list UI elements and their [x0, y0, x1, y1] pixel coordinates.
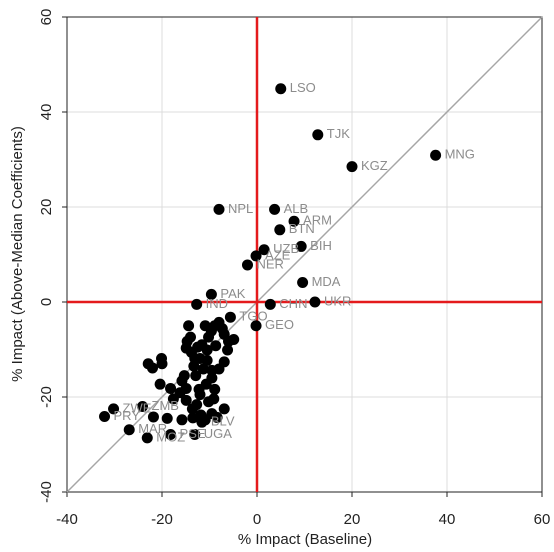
point: [309, 296, 321, 308]
point: [197, 363, 209, 375]
point-label: BLV: [211, 414, 235, 429]
point: [346, 161, 358, 173]
point-label: CHN: [279, 296, 307, 311]
point: [209, 383, 221, 395]
point: [194, 389, 206, 401]
point: [250, 250, 262, 262]
y-tick-label: -40: [38, 481, 55, 503]
point-label: UGA: [204, 426, 233, 441]
point: [108, 403, 120, 415]
point: [99, 410, 111, 422]
point: [201, 354, 213, 366]
point: [141, 432, 153, 444]
point-label: UZB: [273, 241, 299, 256]
point-label: NER: [257, 256, 284, 271]
point-label: NPL: [228, 201, 253, 216]
point: [228, 334, 240, 346]
point-label: IND: [206, 296, 228, 311]
y-axis-title: % Impact (Above-Median Coefficients): [9, 126, 26, 382]
point: [295, 240, 307, 252]
point: [188, 360, 200, 372]
point-label: UKR: [324, 293, 351, 308]
point: [147, 362, 158, 374]
point: [250, 320, 262, 332]
diagonal-line: [66, 16, 543, 493]
point: [213, 203, 225, 215]
point: [180, 394, 192, 406]
point: [206, 372, 218, 384]
point-label: PSE: [180, 426, 206, 441]
point: [205, 288, 217, 300]
point: [161, 412, 173, 424]
point: [211, 411, 223, 423]
point: [156, 358, 168, 370]
point-label: KGZ: [361, 158, 388, 173]
point-label: GEO: [265, 317, 294, 332]
point: [312, 129, 324, 141]
x-tick-label: 0: [253, 511, 261, 528]
x-tick-label: -20: [151, 511, 173, 528]
point: [187, 412, 199, 424]
point: [218, 403, 230, 415]
point: [218, 356, 230, 368]
point: [137, 401, 149, 412]
point-label: ZMB: [152, 398, 179, 413]
point: [297, 277, 309, 289]
point: [208, 393, 220, 405]
point-label: ALB: [284, 201, 309, 216]
x-axis-title: % Impact (Baseline): [238, 531, 372, 548]
point-label: ARM: [303, 213, 332, 228]
point: [123, 424, 135, 436]
point: [264, 298, 276, 310]
point-label: MDA: [312, 274, 341, 289]
point: [186, 403, 198, 415]
point: [165, 429, 177, 441]
point-label: TGO: [239, 309, 267, 324]
point-label: MNG: [445, 147, 475, 162]
point: [210, 340, 222, 352]
point-label: MAR: [138, 421, 167, 436]
point: [191, 298, 203, 310]
point-label: ZWE: [123, 400, 152, 415]
point: [181, 335, 193, 347]
point-label: MOZ: [156, 429, 185, 444]
point: [189, 429, 201, 441]
point-label: TJK: [327, 126, 350, 141]
point: [174, 387, 186, 399]
point: [165, 382, 177, 394]
point: [199, 414, 211, 426]
point: [190, 370, 202, 382]
point: [183, 320, 195, 332]
point-label: LSO: [290, 80, 316, 95]
point: [258, 244, 270, 256]
point: [147, 411, 159, 423]
point: [154, 378, 166, 390]
plot-frame: [66, 16, 543, 493]
point: [224, 311, 236, 323]
point-label: PAK: [220, 286, 245, 301]
point: [176, 414, 188, 426]
x-tick-label: 20: [344, 511, 361, 528]
point-label: BIH: [310, 238, 332, 253]
point-label: BTN: [289, 221, 315, 236]
point: [288, 215, 300, 227]
point: [430, 149, 442, 161]
y-tick-label: 20: [38, 199, 55, 216]
point: [222, 344, 234, 356]
y-tick-label: -20: [38, 386, 55, 408]
x-tick-label: 40: [439, 511, 456, 528]
point: [275, 83, 287, 95]
y-tick-label: 40: [38, 104, 55, 121]
point-label: PRY: [114, 408, 141, 423]
x-tick-label: 60: [534, 511, 551, 528]
point: [269, 203, 281, 215]
y-tick-label: 0: [38, 298, 55, 306]
point: [242, 259, 253, 271]
y-tick-label: 60: [38, 9, 55, 26]
x-tick-label: -40: [56, 511, 78, 528]
point: [201, 344, 213, 356]
point-label: AZE: [265, 247, 291, 262]
point: [274, 224, 286, 236]
